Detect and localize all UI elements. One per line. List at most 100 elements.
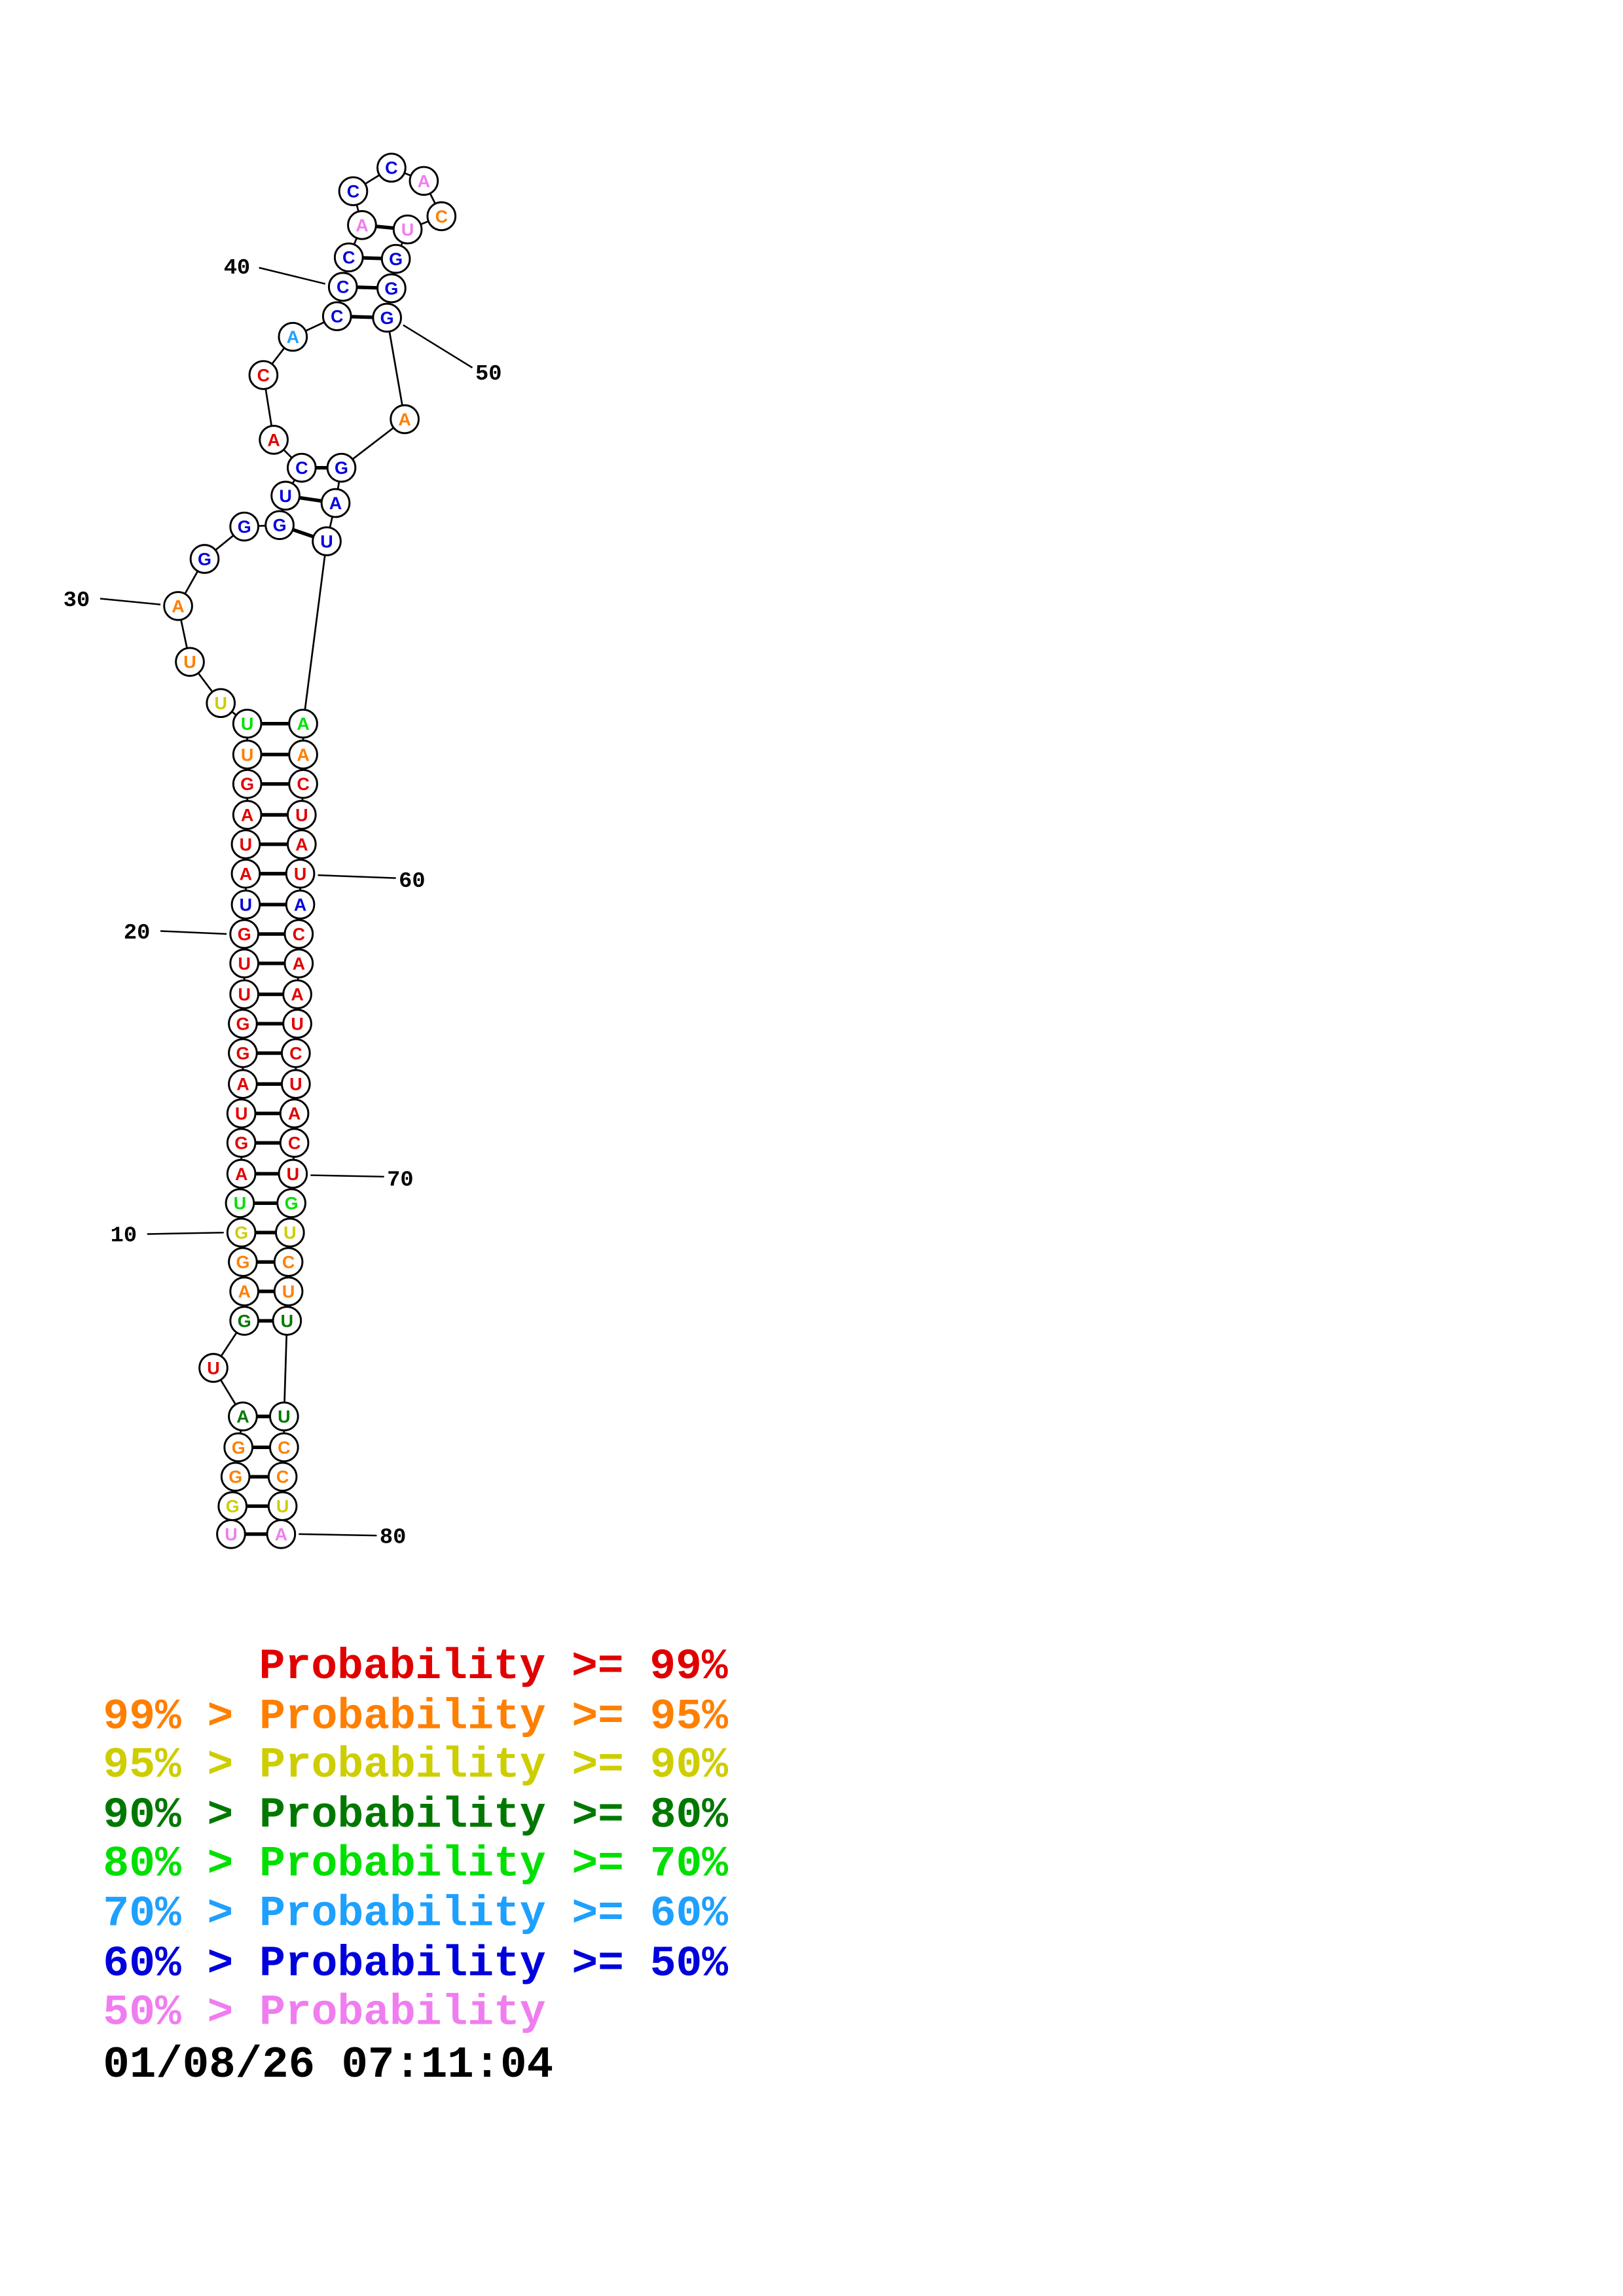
nucleotide-49-G: G <box>376 273 407 304</box>
nucleotide-base: A <box>275 1524 287 1544</box>
nucleotide-base: C <box>435 207 448 226</box>
nucleotide-75-U: U <box>272 1306 302 1336</box>
nucleotide-base: C <box>278 1438 290 1458</box>
nucleotide-base: U <box>281 1311 293 1331</box>
nucleotide-base: U <box>401 220 414 240</box>
nucleotide-42-A: A <box>347 210 377 240</box>
label-leader-line <box>147 1231 224 1235</box>
nucleotide-base: G <box>236 1043 249 1063</box>
nucleotide-11-U: U <box>225 1188 255 1219</box>
nucleotide-35-C: C <box>287 452 317 483</box>
nucleotide-circle <box>230 859 261 889</box>
nucleotide-20-G: G <box>229 919 259 949</box>
nucleotide-base: A <box>236 1407 249 1427</box>
nucleotide-circle <box>229 1306 259 1336</box>
nucleotide-43-C: C <box>338 176 369 206</box>
nucleotide-52-G: G <box>326 452 357 483</box>
nucleotide-circle <box>287 452 317 483</box>
position-label-20: 20 <box>124 921 150 946</box>
nucleotide-base: U <box>295 805 308 825</box>
nucleotide-circle <box>272 1306 302 1336</box>
nucleotide-base: G <box>236 1014 249 1034</box>
nucleotide-base: G <box>228 1467 242 1487</box>
nucleotide-circle <box>269 1432 299 1463</box>
legend-row-3: 95% > Probability >= 90% <box>103 1741 728 1790</box>
nucleotide-circle <box>259 425 289 455</box>
position-label-60: 60 <box>399 869 425 894</box>
nucleotide-circle <box>380 243 411 274</box>
position-label-50: 50 <box>475 362 501 387</box>
nucleotide-circle <box>229 919 259 949</box>
nucleotide-base: C <box>295 458 308 478</box>
label-leader-line <box>160 930 227 935</box>
nucleotide-circle <box>229 1276 259 1306</box>
nucleotide-circle <box>283 919 314 949</box>
nucleotide-circle <box>288 708 318 739</box>
nucleotide-circle <box>287 800 317 830</box>
nucleotide-base: G <box>238 1311 251 1331</box>
nucleotide-48-G: G <box>380 243 411 274</box>
nucleotide-base: G <box>238 517 251 537</box>
nucleotide-base: G <box>240 774 254 794</box>
nucleotide-base: G <box>285 1194 299 1213</box>
nucleotide-base: U <box>291 1014 303 1034</box>
nucleotide-37-C: C <box>248 360 279 390</box>
nucleotide-circle <box>376 152 407 183</box>
nucleotide-base: A <box>297 745 309 764</box>
nucleotide-base: G <box>238 924 251 944</box>
nucleotide-circle <box>281 1038 311 1068</box>
label-leader-line <box>310 1174 384 1178</box>
nucleotide-base: U <box>289 1075 302 1094</box>
nucleotide-72-U: U <box>275 1217 305 1248</box>
nucleotide-circle <box>333 242 364 273</box>
nucleotide-47-U: U <box>392 214 423 245</box>
nucleotide-7-G: G <box>229 1306 259 1336</box>
nucleotide-54-U: U <box>312 526 342 556</box>
nucleotide-circle <box>426 201 457 232</box>
probability-legend: Probability >= 99%99% > Probability >= 9… <box>103 1642 728 2037</box>
nucleotide-21-U: U <box>230 889 261 920</box>
nucleotide-18-U: U <box>229 979 259 1009</box>
nucleotide-74-U: U <box>273 1276 304 1306</box>
nucleotide-circle <box>372 302 402 333</box>
nucleotide-base: U <box>241 745 253 764</box>
legend-row-8: 50% > Probability <box>103 1988 545 2037</box>
nucleotide-base: C <box>385 158 397 178</box>
nucleotide-circle <box>285 859 316 889</box>
nucleotide-69-C: C <box>279 1128 310 1158</box>
nucleotide-base: A <box>172 596 184 616</box>
nucleotide-base: G <box>236 1253 249 1272</box>
nucleotide-2-G: G <box>217 1491 248 1522</box>
nucleotide-circle <box>287 829 317 859</box>
nucleotide-base: C <box>289 1043 302 1063</box>
nucleotide-base: A <box>236 1075 249 1094</box>
nucleotide-22-A: A <box>230 859 261 889</box>
label-leader-line <box>318 874 396 879</box>
nucleotide-8-A: A <box>229 1276 259 1306</box>
nucleotide-24-A: A <box>232 800 263 830</box>
nucleotide-circle <box>226 1098 257 1128</box>
nucleotide-base: C <box>282 1253 295 1272</box>
nucleotide-base: G <box>273 516 287 535</box>
nucleotide-circle <box>338 176 369 206</box>
nucleotide-circle <box>285 889 316 920</box>
nucleotide-circle <box>279 1098 310 1128</box>
nucleotide-base: U <box>276 1497 289 1516</box>
nucleotide-base: U <box>282 1282 295 1302</box>
nucleotide-base: U <box>294 864 306 884</box>
nucleotide-base: U <box>207 1358 219 1378</box>
nucleotide-base: C <box>288 1134 301 1153</box>
nucleotide-circle <box>269 1401 299 1431</box>
nucleotide-base: G <box>234 1223 248 1243</box>
nucleotide-base: A <box>240 864 252 884</box>
nucleotide-circle <box>226 1128 257 1158</box>
nucleotide-66-C: C <box>281 1038 311 1068</box>
label-leader-line <box>403 324 473 368</box>
nucleotide-circle <box>228 1038 258 1068</box>
nucleotide-circle <box>198 1353 228 1383</box>
nucleotide-circle <box>225 1188 255 1219</box>
nucleotide-67-U: U <box>281 1069 311 1100</box>
nucleotide-circle <box>189 544 220 574</box>
legend-row-2: 99% > Probability >= 95% <box>103 1693 728 1742</box>
nucleotide-14-U: U <box>226 1098 257 1128</box>
